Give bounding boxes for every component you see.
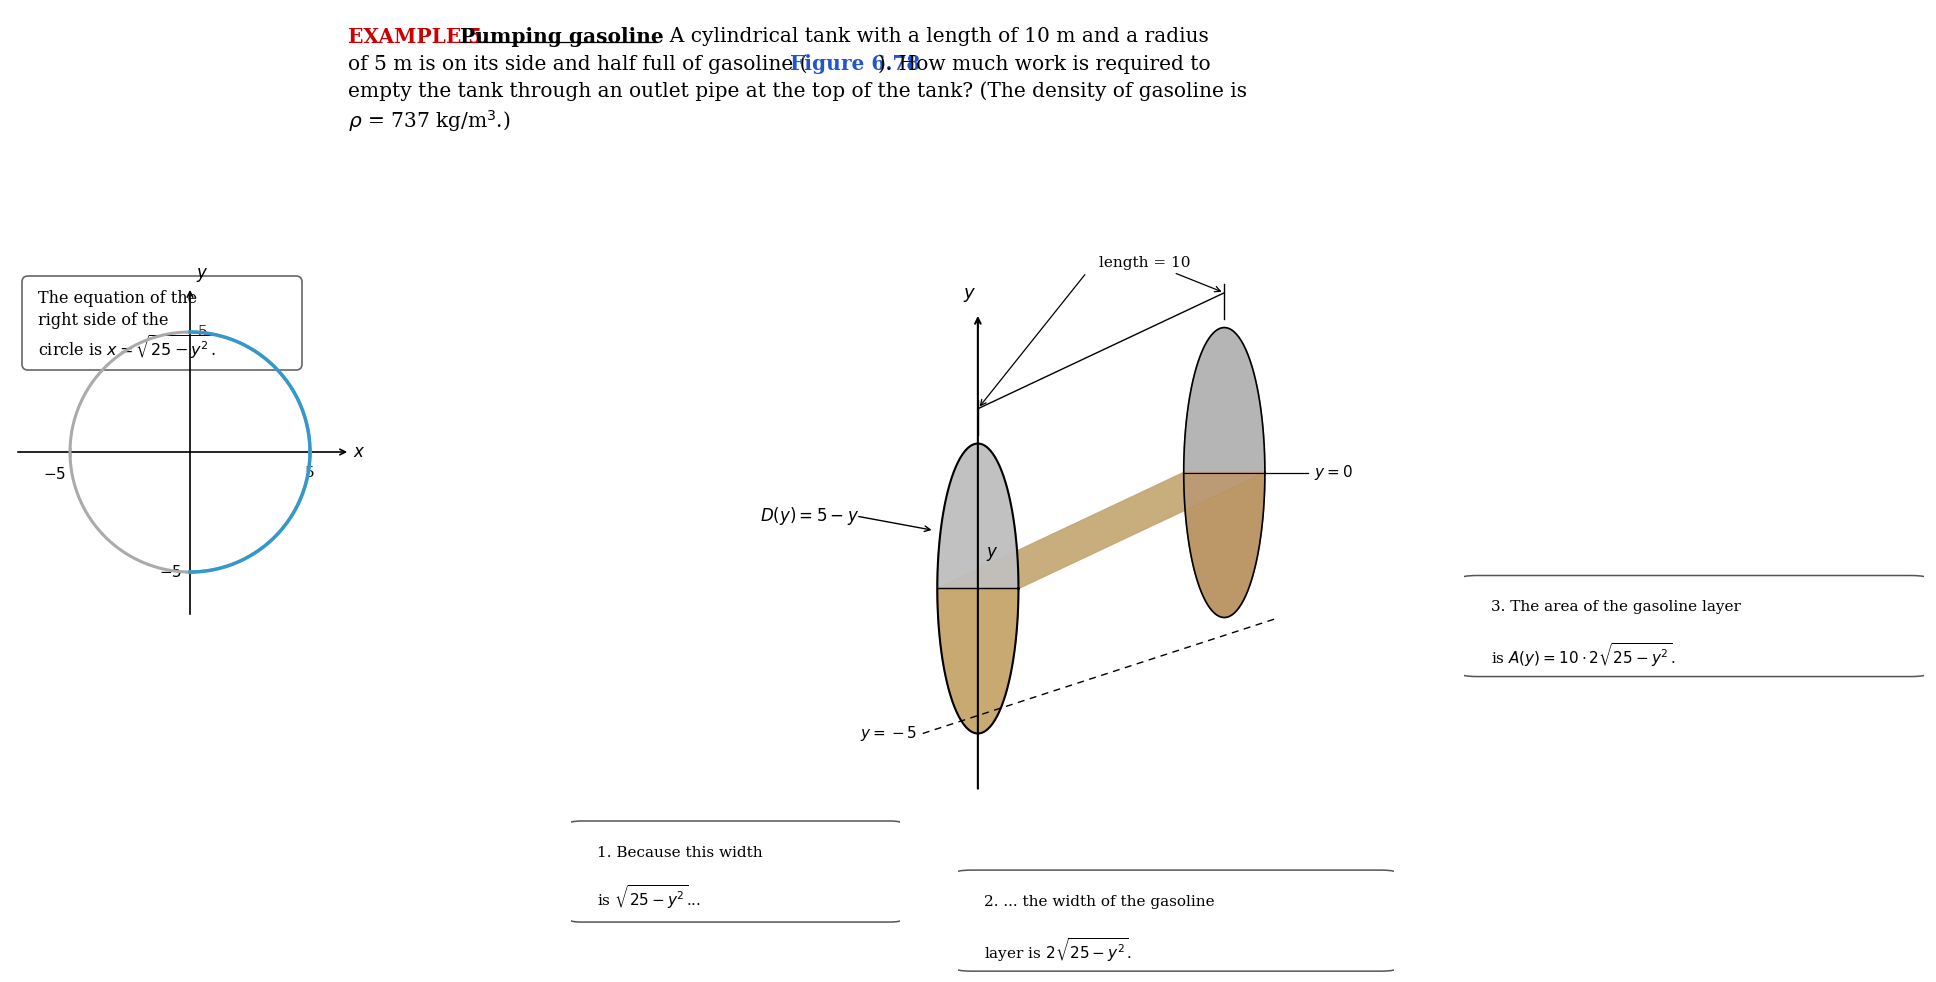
Text: $-5$: $-5$ (159, 564, 182, 580)
Polygon shape (1183, 328, 1264, 472)
Text: $y = 0$: $y = 0$ (1315, 464, 1353, 482)
Text: empty the tank through an outlet pipe at the top of the tank? (The density of ga: empty the tank through an outlet pipe at… (348, 81, 1247, 101)
Text: ). How much work is required to: ). How much work is required to (879, 54, 1210, 74)
Text: layer is $2\sqrt{25 - y^2}$.: layer is $2\sqrt{25 - y^2}$. (983, 936, 1133, 964)
Text: $x$: $x$ (352, 444, 366, 461)
FancyBboxPatch shape (1460, 575, 1928, 677)
Polygon shape (937, 328, 1264, 588)
Text: The equation of the: The equation of the (39, 290, 197, 307)
Text: is $A(y) = 10 \cdot 2\sqrt{25 - y^2}$.: is $A(y) = 10 \cdot 2\sqrt{25 - y^2}$. (1491, 641, 1677, 670)
Text: Figure 6.78: Figure 6.78 (790, 54, 920, 74)
Text: 1. Because this width: 1. Because this width (598, 846, 763, 860)
Text: $\rho$ = 737 kg/m$^3$.): $\rho$ = 737 kg/m$^3$.) (348, 108, 511, 134)
Text: 5: 5 (197, 325, 207, 339)
Polygon shape (937, 588, 1018, 734)
Polygon shape (937, 444, 1018, 588)
Text: 3. The area of the gasoline layer: 3. The area of the gasoline layer (1491, 600, 1740, 615)
Text: circle is $x = \sqrt{25 - y^2}$.: circle is $x = \sqrt{25 - y^2}$. (39, 334, 217, 361)
Text: $y$: $y$ (985, 545, 999, 563)
FancyBboxPatch shape (21, 276, 302, 370)
Text: right side of the: right side of the (39, 312, 168, 329)
Text: $y$: $y$ (196, 266, 209, 284)
Text: is $\sqrt{25 - y^2}$...: is $\sqrt{25 - y^2}$... (598, 884, 701, 911)
FancyBboxPatch shape (567, 821, 904, 922)
Text: $-5$: $-5$ (43, 466, 66, 482)
Text: of 5 m is on its side and half full of gasoline (: of 5 m is on its side and half full of g… (348, 54, 807, 74)
FancyBboxPatch shape (954, 870, 1398, 971)
Polygon shape (937, 472, 1264, 734)
Text: length = 10: length = 10 (1100, 255, 1191, 270)
Polygon shape (1183, 472, 1264, 618)
Text: A cylindrical tank with a length of 10 m and a radius: A cylindrical tank with a length of 10 m… (656, 27, 1208, 46)
Text: $y = -5$: $y = -5$ (860, 724, 918, 743)
Text: EXAMPLE 5: EXAMPLE 5 (348, 27, 482, 47)
Text: $y$: $y$ (962, 287, 976, 304)
Text: $D(y) = 5 - y$: $D(y) = 5 - y$ (761, 505, 860, 527)
Text: 2. ... the width of the gasoline: 2. ... the width of the gasoline (983, 895, 1216, 909)
Text: Pumping gasoline: Pumping gasoline (461, 27, 664, 47)
Text: 5: 5 (306, 466, 316, 480)
